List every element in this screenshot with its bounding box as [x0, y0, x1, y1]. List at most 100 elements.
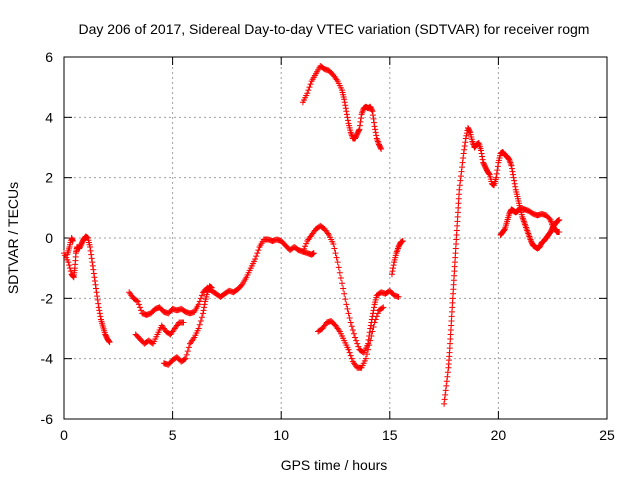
- data-point: [93, 285, 100, 292]
- data-point: [443, 382, 450, 389]
- data-point: [198, 292, 205, 299]
- data-point: [88, 255, 95, 262]
- data-point: [379, 305, 386, 312]
- data-point: [461, 146, 468, 153]
- data-point: [371, 304, 378, 311]
- data-point: [459, 164, 466, 171]
- data-point: [494, 167, 501, 174]
- data-point: [463, 132, 470, 139]
- data-point: [345, 310, 352, 317]
- data-point: [332, 250, 339, 257]
- data-point: [95, 304, 102, 311]
- data-point: [184, 348, 191, 355]
- data-point: [133, 297, 140, 304]
- series-track-9: [441, 124, 563, 407]
- data-point: [442, 387, 449, 394]
- data-point: [373, 132, 380, 139]
- data-point: [303, 240, 310, 247]
- y-axis-label: SDTVAR / TECUs: [5, 182, 21, 294]
- data-point: [348, 355, 355, 362]
- data-point: [510, 171, 517, 178]
- data-point: [444, 369, 451, 376]
- data-point: [352, 334, 359, 341]
- data-point: [89, 262, 96, 269]
- data-point: [196, 298, 203, 305]
- data-point: [343, 108, 350, 115]
- data-point: [348, 323, 355, 330]
- data-point: [337, 274, 344, 281]
- x-tick-labels: 0 5 10 15 20 25: [60, 427, 615, 443]
- y-tick-label: -6: [41, 411, 54, 427]
- data-point: [197, 317, 204, 324]
- series-track-5: [299, 63, 385, 153]
- data-point: [380, 304, 387, 311]
- data-point: [255, 247, 262, 254]
- data-point: [342, 105, 349, 112]
- data-point: [106, 338, 113, 345]
- axis-ticks: [63, 56, 608, 420]
- data-point: [363, 351, 370, 358]
- data-point: [307, 81, 314, 88]
- data-point: [299, 248, 306, 255]
- data-point: [512, 183, 519, 190]
- data-point: [378, 146, 385, 153]
- data-point: [89, 259, 96, 266]
- data-point: [200, 307, 207, 314]
- data-point: [198, 314, 205, 321]
- data-point: [441, 400, 448, 407]
- x-tick-label: 15: [382, 427, 398, 443]
- data-point: [388, 271, 395, 278]
- data-point: [370, 115, 377, 122]
- data-point: [460, 155, 467, 162]
- data-point: [374, 310, 381, 317]
- data-point: [399, 238, 406, 245]
- data-point: [342, 296, 349, 303]
- data-point: [368, 333, 375, 340]
- data-point: [478, 147, 485, 154]
- data-point: [501, 226, 508, 233]
- data-point: [366, 342, 373, 349]
- data-point: [201, 301, 208, 308]
- data-point: [369, 112, 376, 119]
- data-point: [301, 245, 308, 252]
- data-point: [371, 119, 378, 126]
- data-point: [456, 186, 463, 193]
- y-tick-labels: -6 -4 -2 0 2 4 6: [41, 49, 54, 427]
- data-point: [353, 337, 360, 344]
- data-point: [462, 135, 469, 142]
- data-point: [306, 84, 313, 91]
- data-point: [96, 310, 103, 317]
- data-point: [334, 259, 341, 266]
- data-point: [134, 298, 141, 305]
- data-point: [444, 373, 451, 380]
- y-tick-label: 6: [45, 49, 53, 65]
- data-point: [93, 289, 100, 296]
- series-track-1b: [64, 235, 76, 258]
- data-point: [462, 139, 469, 146]
- data-point: [355, 343, 362, 350]
- data-point: [343, 301, 350, 308]
- data-point: [342, 102, 349, 109]
- data-point: [511, 180, 518, 187]
- series-track-10: [497, 204, 563, 238]
- data-point: [354, 340, 361, 347]
- data-point: [390, 265, 397, 272]
- data-point: [341, 290, 348, 297]
- data-point: [367, 337, 374, 344]
- data-point: [479, 153, 486, 160]
- series-track-3: [132, 319, 187, 347]
- data-point: [344, 117, 351, 124]
- data-point: [197, 295, 204, 302]
- series-track-8: [388, 238, 406, 278]
- series-track-7: [315, 304, 387, 371]
- data-point: [443, 378, 450, 385]
- data-point: [367, 322, 374, 329]
- data-point: [65, 259, 72, 266]
- data-point: [508, 165, 515, 172]
- data-point: [183, 351, 190, 358]
- data-point: [92, 281, 99, 288]
- y-tick-label: -4: [41, 351, 54, 367]
- data-point: [252, 256, 259, 263]
- data-point: [238, 282, 245, 289]
- data-point: [478, 150, 485, 157]
